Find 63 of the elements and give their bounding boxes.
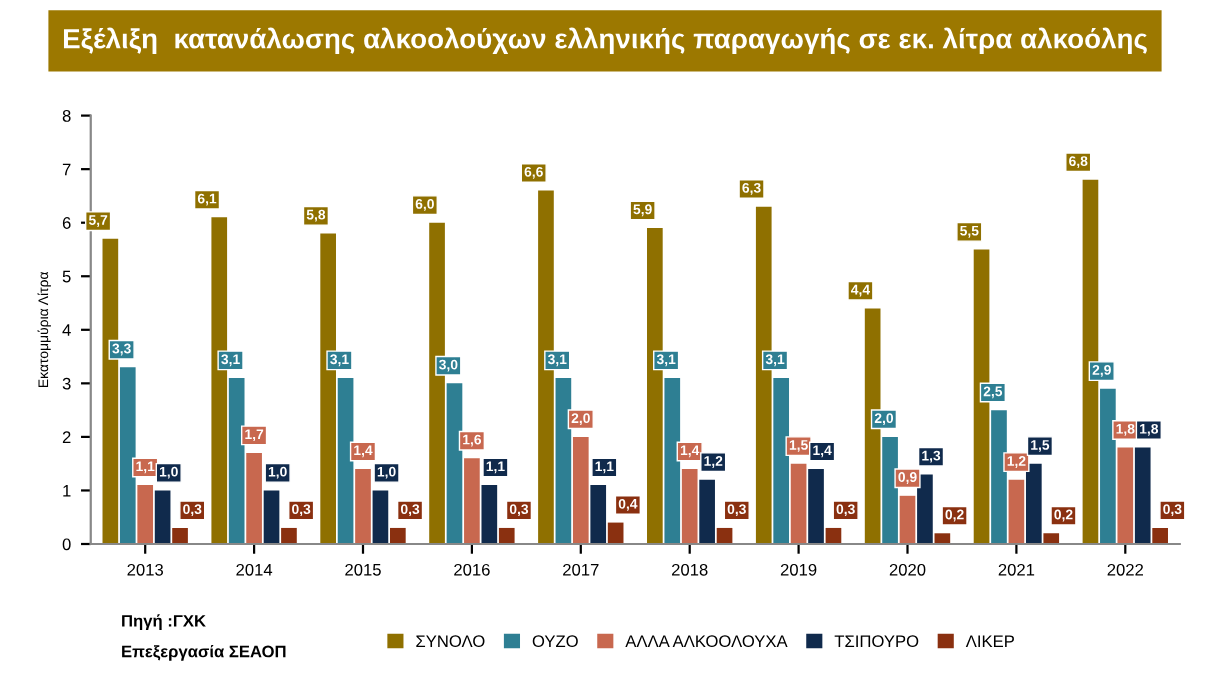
bar	[281, 527, 297, 544]
bar	[137, 485, 154, 544]
bar	[790, 463, 807, 544]
y-tick-label: 6	[62, 217, 71, 229]
bar	[228, 377, 245, 544]
bar	[699, 479, 715, 544]
bar	[1134, 447, 1151, 544]
x-tick-label: 2015	[345, 563, 381, 576]
bar	[555, 377, 572, 544]
bar	[263, 490, 280, 544]
legend-label: ΟΥΖΟ	[532, 635, 578, 648]
x-tick-label: 2020	[889, 563, 926, 576]
x-tick-label: 2014	[236, 563, 273, 576]
bar	[590, 485, 607, 544]
y-tick-label: 8	[62, 110, 71, 122]
legend-label: ΤΣΙΠΟΥΡΟ	[834, 635, 919, 648]
y-tick-label: 3	[62, 377, 71, 390]
bar	[1008, 479, 1025, 544]
bar	[372, 490, 389, 544]
legend-label: ΛΙΚΕΡ	[965, 635, 1014, 647]
x-tick-label: 2018	[672, 563, 708, 576]
bar	[390, 527, 406, 544]
bar	[808, 469, 824, 544]
bar	[899, 495, 916, 544]
x-tick-label: 2021	[998, 563, 1035, 576]
x-tick-label: 2022	[1107, 563, 1143, 576]
y-tick-label: 0	[62, 538, 71, 551]
bar	[481, 485, 498, 544]
bar	[664, 377, 681, 544]
bar	[119, 367, 136, 544]
bar	[355, 469, 371, 544]
bar	[1025, 463, 1042, 544]
y-tick-label: 5	[62, 270, 71, 283]
bar	[498, 527, 515, 544]
y-tick-label: 4	[62, 324, 71, 336]
chart-title: Εξέλιξη κατανάλωσης αλκοολούχων ελληνικής παραγωγής σε εκ. λίτρα αλκοόλης	[63, 27, 1147, 55]
bar	[1043, 533, 1060, 544]
bar	[246, 452, 262, 544]
bar	[882, 436, 898, 544]
bar	[337, 377, 354, 544]
bar	[572, 436, 589, 544]
bar	[446, 383, 463, 544]
x-tick-label: 2013	[127, 563, 164, 576]
bar	[773, 377, 790, 544]
bar	[172, 527, 188, 544]
text: Πηγή :ΓΧΚ	[122, 614, 206, 631]
bar	[917, 474, 933, 544]
bar	[464, 458, 480, 544]
legend-label: ΑΛΛΑ ΑΛΚΟΟΛΟΥΧΑ	[625, 635, 788, 648]
y-tick-label: 1	[63, 485, 71, 497]
x-tick-label: 2016	[454, 563, 490, 576]
bar	[154, 490, 171, 544]
bar	[1117, 447, 1134, 544]
y-tick-label: 7	[62, 163, 71, 176]
bar	[1152, 527, 1168, 544]
bar	[991, 410, 1007, 544]
y-tick-label: 2	[62, 431, 71, 443]
text: Επεξεργασία ΣΕΑΟΠ	[122, 644, 286, 661]
x-tick-label: 2019	[780, 563, 817, 576]
legend-label: ΣΥΝΟΛΟ	[416, 635, 485, 648]
x-tick-label: 2017	[563, 563, 599, 576]
bar	[1100, 388, 1116, 544]
bar	[681, 469, 698, 544]
